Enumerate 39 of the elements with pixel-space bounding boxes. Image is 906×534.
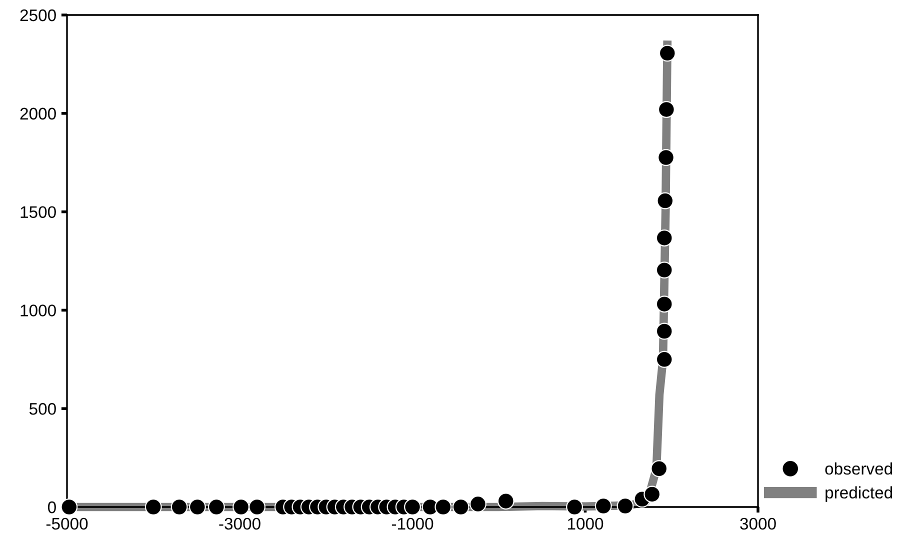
point bbox=[60, 498, 78, 516]
point bbox=[656, 296, 673, 313]
point bbox=[248, 498, 266, 516]
point bbox=[566, 498, 584, 516]
point bbox=[656, 192, 674, 210]
x-tick-label: 1000 bbox=[568, 518, 604, 530]
legend-label: observed bbox=[825, 462, 892, 475]
y-tick-label: 0 bbox=[48, 501, 56, 514]
legend-label: predicted bbox=[826, 486, 892, 502]
point bbox=[404, 498, 421, 516]
y-tick-label: 2500 bbox=[20, 9, 56, 22]
point bbox=[650, 460, 668, 478]
point bbox=[656, 322, 673, 340]
point bbox=[644, 486, 661, 503]
x-tick-label: -1000 bbox=[392, 518, 434, 530]
point bbox=[656, 262, 673, 279]
point bbox=[658, 149, 674, 166]
point bbox=[594, 498, 612, 514]
point bbox=[658, 100, 675, 118]
point bbox=[208, 498, 225, 516]
x-tick-label: 3000 bbox=[740, 518, 776, 530]
point bbox=[470, 496, 486, 513]
point bbox=[188, 498, 206, 516]
point bbox=[232, 498, 250, 516]
point bbox=[170, 498, 188, 516]
point bbox=[616, 498, 634, 514]
point bbox=[497, 492, 514, 510]
point bbox=[434, 498, 452, 516]
point bbox=[144, 498, 162, 516]
y-tick-label: 500 bbox=[29, 403, 56, 415]
point bbox=[452, 498, 470, 516]
x-tick-label: -5000 bbox=[46, 518, 88, 530]
point bbox=[656, 230, 673, 246]
y-tick-label: 2000 bbox=[20, 108, 56, 120]
x-tick-label: -3000 bbox=[219, 518, 260, 530]
y-tick-label: 1000 bbox=[20, 304, 56, 316]
point bbox=[658, 44, 676, 62]
point bbox=[656, 350, 673, 368]
y-tick-label: 1500 bbox=[20, 206, 56, 218]
